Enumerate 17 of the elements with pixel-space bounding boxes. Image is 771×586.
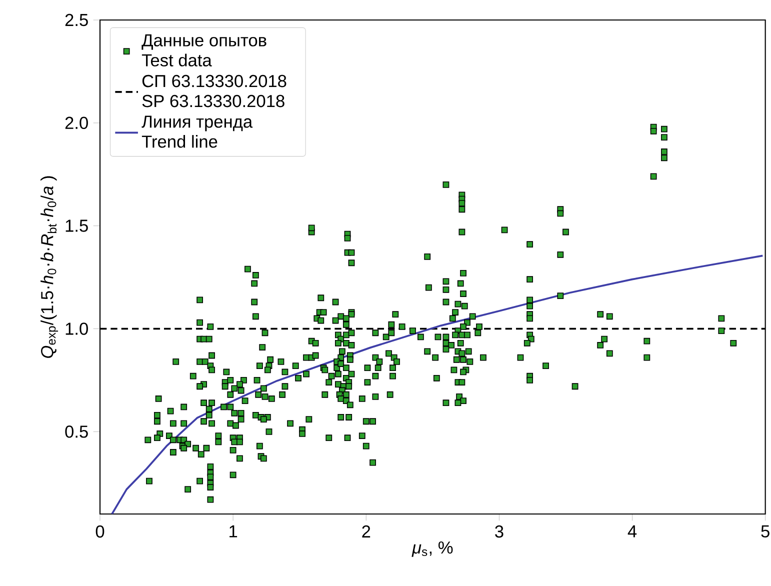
x-tick-label: 4 (628, 525, 637, 538)
legend-label: Линия тренда Trend line (142, 116, 253, 148)
text: Q$_{exp}$/(1.5·h$_{0}$·b·R$_{bt}$·h$_{0}$/a ) (40, 176, 58, 358)
y-tick-label: 2.0 (65, 116, 88, 130)
line-series (111, 254, 764, 514)
x-tick-label: 3 (495, 525, 504, 538)
y-tick-label: 2.5 (65, 14, 88, 26)
x-axis-title: μ$_{s}$, % (412, 541, 453, 557)
y-tick-label: 1.5 (66, 220, 88, 232)
x-tick-label: 0 (96, 525, 104, 538)
x-tick-label: 2 (362, 525, 370, 538)
x-tick-label: 1 (230, 525, 238, 538)
y-tick-label: 1.0 (66, 322, 88, 335)
x-tick-label: 5 (761, 525, 770, 538)
y-tick-label: 0.5 (65, 426, 88, 438)
legend-label: Данные опытов Test data (142, 34, 266, 66)
legend-label: СП 63.13330.2018 SP 63.13330.2018 (142, 74, 286, 108)
